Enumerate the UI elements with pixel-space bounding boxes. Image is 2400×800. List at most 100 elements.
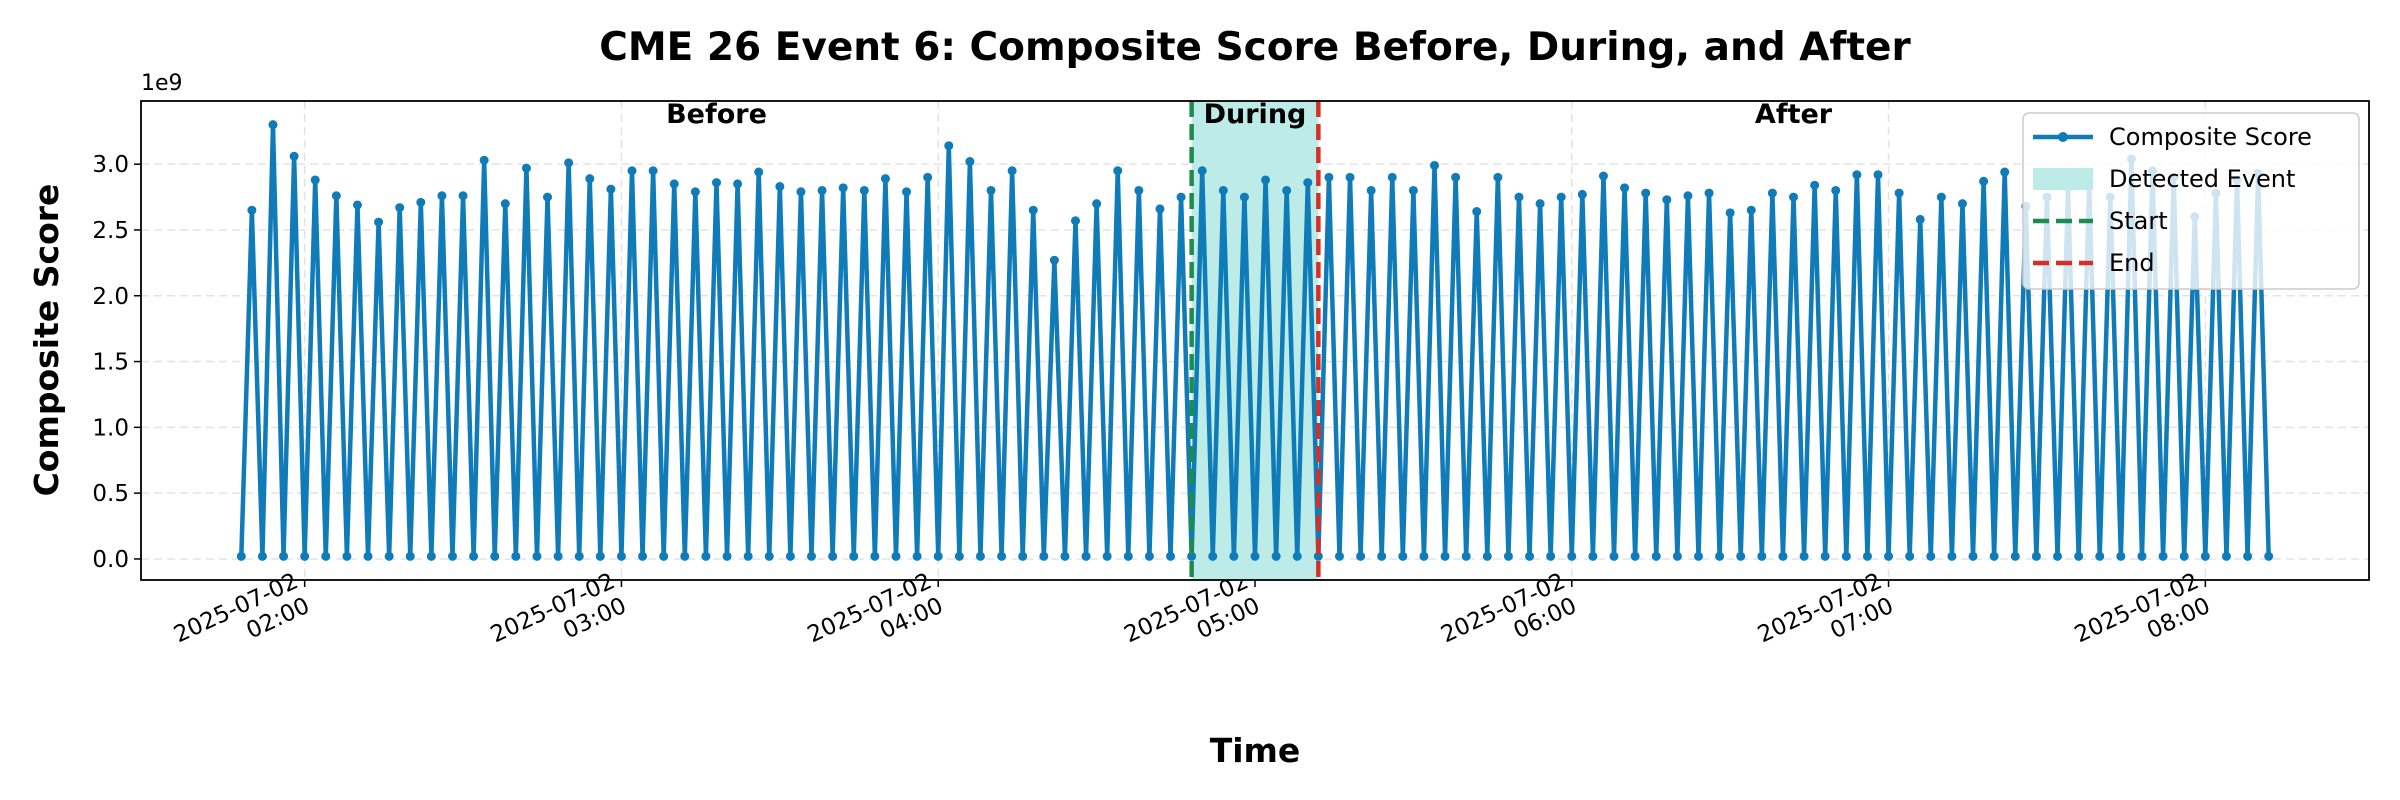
data-point (521, 163, 531, 173)
data-point (796, 187, 806, 197)
data-point (1440, 551, 1450, 561)
data-point (2031, 551, 2041, 561)
data-point (2095, 551, 2105, 561)
data-point (986, 185, 996, 195)
data-point (1134, 185, 1144, 195)
data-point (2116, 551, 2126, 561)
data-point (543, 192, 553, 202)
data-point (500, 199, 510, 209)
data-point (2000, 167, 2010, 177)
data-point (1218, 185, 1228, 195)
data-point (1831, 185, 1841, 195)
data-point (912, 551, 922, 561)
annotation: During (1204, 99, 1307, 130)
data-point (1641, 188, 1651, 198)
data-point (257, 551, 267, 561)
data-point (1757, 551, 1767, 561)
data-point (585, 174, 595, 184)
data-point (1651, 551, 1661, 561)
data-point (975, 551, 985, 561)
annotation: After (1755, 99, 1833, 130)
data-point (1915, 214, 1925, 224)
data-point (849, 551, 859, 561)
data-point (1313, 551, 1323, 561)
data-point (469, 551, 479, 561)
data-point (1292, 551, 1302, 561)
data-point (1503, 551, 1513, 561)
data-point (1155, 204, 1165, 214)
data-point (722, 551, 732, 561)
legend-label: Composite Score (2109, 123, 2312, 151)
legend-label: Detected Event (2109, 165, 2295, 193)
data-point (1736, 551, 1746, 561)
data-point (1525, 551, 1535, 561)
data-point (627, 166, 637, 176)
data-point (1282, 185, 1292, 195)
y-tick-label: 3.0 (92, 152, 129, 178)
data-point (1936, 192, 1946, 202)
data-point (1820, 551, 1830, 561)
data-point (321, 551, 331, 561)
data-point (1028, 205, 1038, 215)
data-point (426, 551, 436, 561)
data-point (1419, 551, 1429, 561)
data-point (1862, 551, 1872, 561)
legend-marker (2058, 132, 2068, 142)
data-point (870, 551, 880, 561)
data-point (1123, 551, 1133, 561)
data-point (352, 200, 362, 210)
data-point (384, 551, 394, 561)
data-point (807, 551, 817, 561)
legend-label: Start (2109, 207, 2168, 235)
data-point (1250, 551, 1260, 561)
data-point (1345, 172, 1355, 182)
data-point (1968, 551, 1978, 561)
data-point (1377, 551, 1387, 561)
data-point (447, 551, 457, 561)
data-point (374, 217, 384, 227)
data-point (1841, 551, 1851, 561)
data-point (838, 183, 848, 193)
data-point (785, 551, 795, 561)
data-point (1387, 172, 1397, 182)
data-point (1187, 551, 1197, 561)
data-point (532, 551, 542, 561)
data-point (648, 166, 658, 176)
data-point (1092, 199, 1102, 209)
y-tick-label: 1.0 (92, 415, 129, 441)
data-point (416, 197, 426, 207)
data-point (1683, 191, 1693, 201)
data-point (2137, 551, 2147, 561)
data-point (458, 191, 468, 201)
data-point (1451, 172, 1461, 182)
data-point (944, 141, 954, 151)
data-point (268, 120, 278, 130)
data-point (1472, 207, 1482, 217)
data-point (1461, 551, 1471, 561)
data-point (701, 551, 711, 561)
data-point (1535, 199, 1545, 209)
data-point (1767, 188, 1777, 198)
data-point (1588, 551, 1598, 561)
data-point (659, 551, 669, 561)
data-point (2010, 551, 2020, 561)
chart-title: CME 26 Event 6: Composite Score Before, … (599, 25, 1911, 70)
data-point (564, 158, 574, 168)
data-point (1482, 551, 1492, 561)
y-tick-label: 0.0 (92, 547, 129, 573)
y-tick-label: 2.0 (92, 284, 129, 310)
data-point (1113, 166, 1123, 176)
annotation: Before (666, 99, 767, 130)
data-point (817, 185, 827, 195)
data-point (1979, 176, 1989, 186)
data-point (754, 167, 764, 177)
data-point (1567, 551, 1577, 561)
data-point (1704, 188, 1714, 198)
data-point (1905, 551, 1915, 561)
data-point (1166, 551, 1176, 561)
data-point (1208, 551, 1218, 561)
data-point (997, 551, 1007, 561)
data-point (1493, 172, 1503, 182)
data-point (2053, 551, 2063, 561)
